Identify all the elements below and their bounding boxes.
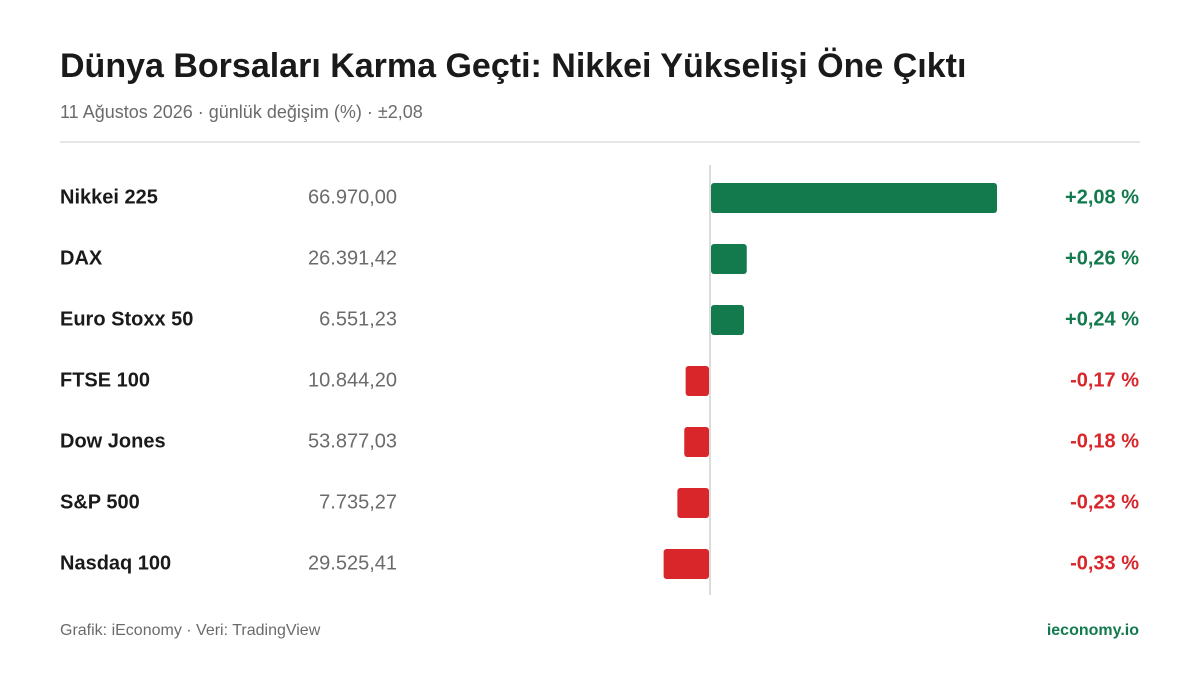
index-price: 7.735,27 [319,491,397,513]
bar [685,366,709,396]
index-name: Euro Stoxx 50 [60,308,193,330]
value-label: +2,08 % [1065,186,1139,208]
index-price: 26.391,42 [308,247,397,269]
value-label: +0,26 % [1065,247,1139,269]
index-name: S&P 500 [60,491,140,513]
index-name: Dow Jones [60,430,166,452]
bar [711,305,744,335]
chart-title: Dünya Borsaları Karma Geçti: Nikkei Yüks… [60,47,966,85]
index-price: 53.877,03 [308,430,397,452]
bar [663,549,709,579]
brand: ieconomy.io [1047,622,1139,639]
value-label: -0,33 % [1070,552,1139,574]
index-name: DAX [60,247,103,269]
value-label: -0,23 % [1070,491,1139,513]
source: Grafik: iEconomy · Veri: TradingView [60,622,321,639]
value-label: -0,18 % [1070,430,1139,452]
bar [711,244,747,274]
bar [684,427,709,457]
index-name: Nasdaq 100 [60,552,171,574]
index-price: 10.844,20 [308,369,397,391]
index-name: FTSE 100 [60,369,150,391]
index-price: 6.551,23 [319,308,397,330]
value-label: -0,17 % [1070,369,1139,391]
index-price: 29.525,41 [308,552,397,574]
bar [711,183,997,213]
index-price: 66.970,00 [308,186,397,208]
index-name: Nikkei 225 [60,186,158,208]
chart-subtitle: 11 Ağustos 2026 · günlük değişim (%) · ±… [60,102,423,122]
bar [677,488,709,518]
value-label: +0,24 % [1065,308,1139,330]
